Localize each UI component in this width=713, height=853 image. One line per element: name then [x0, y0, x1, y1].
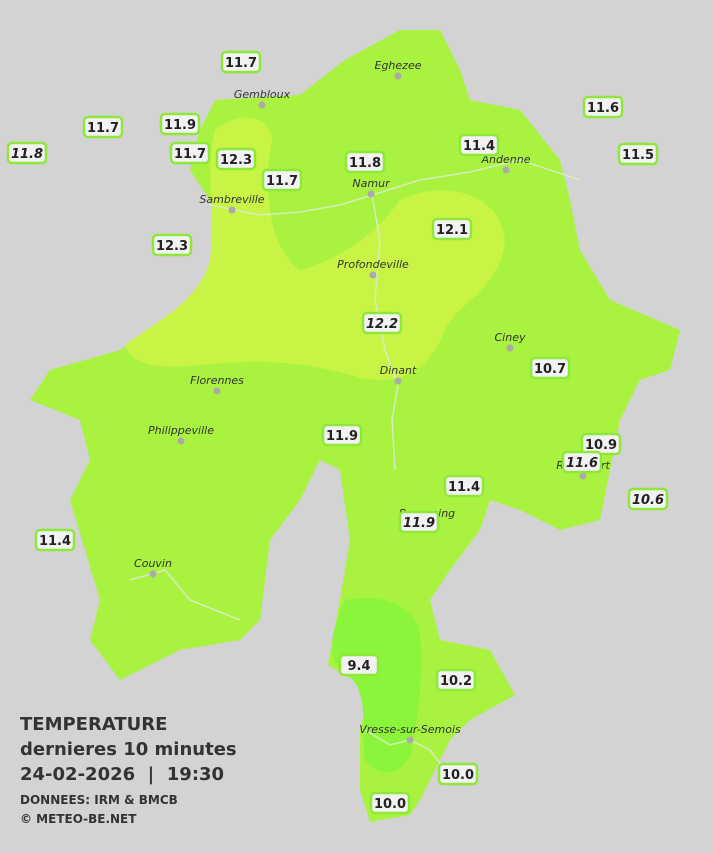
station-value: 9.4 [347, 659, 370, 674]
station-value: 12.2 [366, 317, 398, 332]
station-value: 12.3 [220, 153, 252, 168]
station-value: 10.9 [585, 438, 617, 453]
town-name: Gembloux [234, 88, 291, 101]
station-box [159, 112, 201, 136]
station-box [151, 233, 193, 257]
town-dot [367, 190, 375, 198]
station-value: 11.7 [266, 174, 298, 189]
station-box [582, 95, 624, 119]
station-value: 11.7 [87, 121, 119, 136]
station-box [369, 791, 411, 815]
legend-subtitle: dernieres 10 minutes [20, 739, 237, 760]
town-dot [502, 166, 510, 174]
station-value: 12.1 [436, 223, 468, 238]
station-box [338, 653, 380, 677]
town-name: Sambreville [199, 193, 264, 206]
station-box [458, 133, 500, 157]
town-name: Couvin [134, 557, 172, 570]
legend-copyright: © METEO-BE.NET [20, 812, 137, 826]
town-dot [394, 377, 402, 385]
town-dot [213, 387, 221, 395]
town-name: Philippeville [148, 424, 214, 437]
station-value: 10.7 [534, 362, 566, 377]
station-value: 11.6 [566, 456, 598, 471]
station-box [617, 142, 659, 166]
station-value: 11.7 [225, 56, 257, 71]
cool-zone [331, 598, 422, 773]
station-value: 11.8 [11, 147, 43, 162]
town-name: Vresse-sur-Semois [359, 723, 461, 736]
station-box [321, 423, 363, 447]
town-name: Eghezee [375, 59, 422, 72]
station-value: 11.5 [622, 148, 654, 163]
station-value: 10.0 [442, 768, 474, 783]
station-box [435, 668, 477, 692]
station-box [220, 50, 262, 74]
town-dot [149, 570, 157, 578]
station-value: 11.6 [587, 101, 619, 116]
station-box [6, 141, 48, 165]
town-dot [177, 437, 185, 445]
town-dot [406, 736, 414, 744]
station-box [529, 356, 571, 380]
station-value: 11.4 [463, 139, 495, 154]
station-value: 11.4 [448, 480, 480, 495]
station-value: 11.7 [174, 147, 206, 162]
legend: TEMPERATURE dernieres 10 minutes 24-02-2… [20, 714, 237, 826]
town-name: Profondeville [337, 258, 409, 271]
station-value: 11.9 [164, 118, 196, 133]
station-box [169, 141, 211, 165]
station-box [437, 762, 479, 786]
station-value: 11.4 [39, 534, 71, 549]
station-box [82, 115, 124, 139]
station-box [361, 311, 403, 335]
legend-datetime: 24-02-2026 | 19:30 [20, 764, 224, 785]
station-value: 11.8 [349, 156, 381, 171]
station-box [561, 450, 603, 474]
station-value: 10.0 [374, 797, 406, 812]
station-value: 10.2 [440, 674, 472, 689]
town-dot [506, 344, 514, 352]
town-dot [579, 472, 587, 480]
town-dot [228, 206, 236, 214]
stations: 11.7 11.9 11.7 11.8 11.7 12.3 11.7 11.8 11.4 11.6… [6, 50, 669, 815]
town-dot [369, 271, 377, 279]
river [371, 194, 399, 471]
town-name: Dinant [380, 364, 417, 377]
station-box [261, 168, 303, 192]
station-value: 10.6 [632, 493, 664, 508]
town-dot [258, 101, 266, 109]
station-value: 12.3 [156, 239, 188, 254]
station-box [431, 217, 473, 241]
river [129, 569, 241, 621]
town-name: Namur [352, 177, 391, 190]
station-box [215, 147, 257, 171]
town-dot [394, 72, 402, 80]
legend-title: TEMPERATURE [20, 714, 167, 735]
station-box [344, 150, 386, 174]
warm-zone [125, 117, 505, 380]
station-value: 11.9 [326, 429, 358, 444]
legend-source: DONNEES: IRM & BMCB [20, 793, 178, 807]
station-value: 11.9 [403, 516, 435, 531]
town-name: Florennes [190, 374, 244, 387]
station-box [398, 510, 440, 534]
town-name: Ciney [495, 331, 526, 344]
station-box [627, 487, 669, 511]
station-box [34, 528, 76, 552]
station-box [443, 474, 485, 498]
